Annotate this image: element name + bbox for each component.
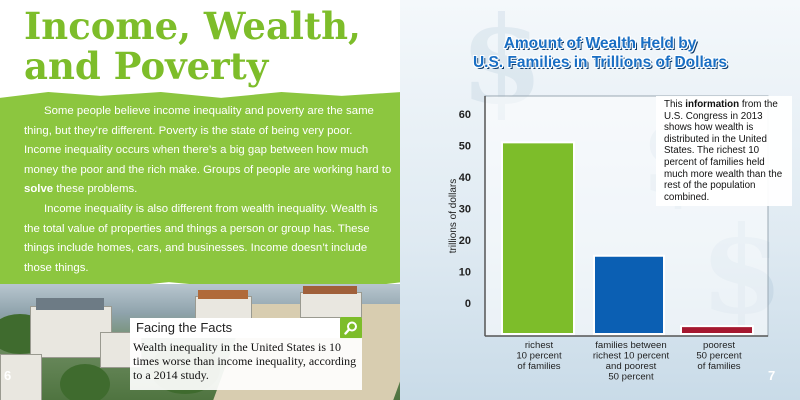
y-tick-label: 30 [459, 204, 471, 216]
chart-note-box [656, 96, 792, 206]
chart-title-line-1: Amount of Wealth Held by [503, 35, 697, 52]
facts-text: Wealth inequality in the United States i… [130, 338, 362, 390]
bar [593, 254, 665, 335]
y-tick-label: 40 [459, 172, 471, 184]
bar [501, 141, 575, 335]
glossary-word-information: information [685, 99, 740, 110]
chart-title: Amount of Wealth Held by U.S. Families i… [400, 34, 800, 72]
facts-header: Facing the Facts [130, 317, 362, 339]
facing-the-facts-box: Facing the Facts Wealth inequality in th… [130, 317, 362, 390]
left-page: Income, Wealth, and Poverty Some people … [0, 6, 400, 400]
chart-title-line-2: U.S. Families in Trillions of Dollars [472, 54, 728, 71]
bar [680, 325, 754, 335]
magnifier-icon [340, 317, 362, 339]
y-tick-label: 50 [459, 141, 471, 153]
page-number-right: 7 [768, 368, 776, 383]
heading-line-1: Income, Wealth, [24, 4, 361, 48]
y-tick-label: 10 [459, 267, 471, 279]
page-heading: Income, Wealth, and Poverty [24, 6, 361, 86]
x-category-label: richest 10 percent of families [516, 340, 562, 372]
y-tick-label: 0 [465, 298, 471, 310]
x-category-label: poorest 50 percent of families [696, 340, 742, 372]
x-category-label: families between richest 10 percent and po… [593, 340, 670, 383]
glossary-word-solve: solve [24, 183, 54, 196]
paragraph-2: Income inequality is also different from… [24, 202, 378, 274]
paragraph-1: Some people believe income inequality an… [24, 105, 392, 196]
heading-line-2: and Poverty [24, 44, 269, 88]
page-number-left: 6 [4, 368, 12, 383]
facts-title: Facing the Facts [136, 320, 233, 335]
chart-note: This information from the U.S. Congress … [664, 99, 783, 203]
y-tick-label: 20 [459, 235, 471, 247]
y-tick-label: 60 [459, 109, 471, 121]
green-text-band [0, 92, 400, 288]
body-text: Some people believe income inequality an… [24, 102, 392, 278]
y-axis-label: trillions of dollars [448, 179, 459, 253]
